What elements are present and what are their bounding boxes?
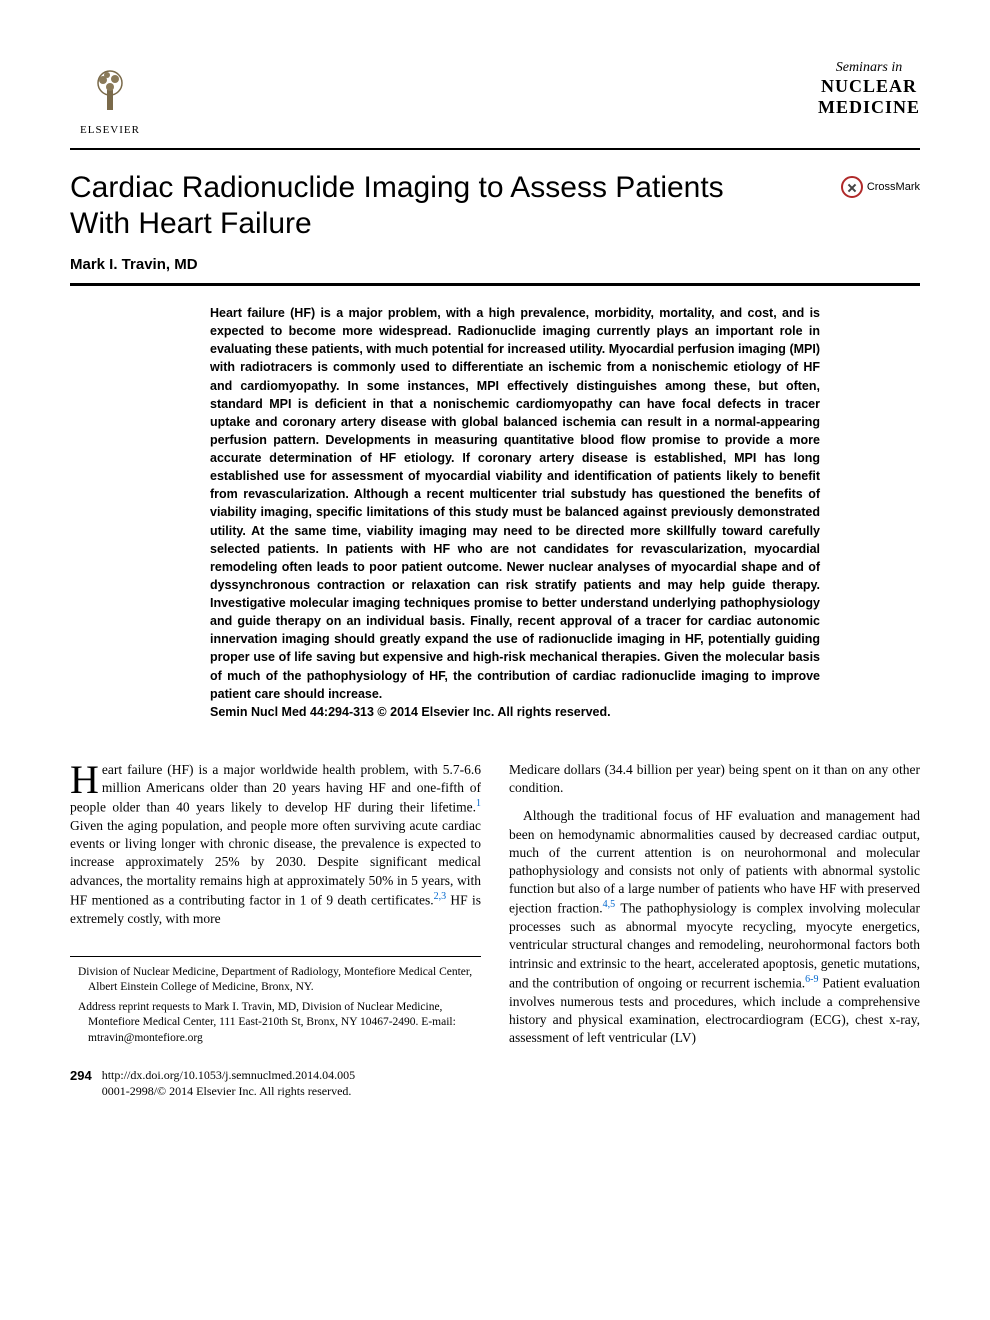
publisher-name: ELSEVIER	[80, 124, 140, 136]
journal-name-line3: MEDICINE	[818, 97, 920, 118]
author-line: Mark I. Travin, MD	[70, 256, 920, 273]
crossmark-icon	[841, 176, 863, 198]
elsevier-tree-icon	[80, 60, 140, 120]
footnotes-block: Division of Nuclear Medicine, Department…	[70, 956, 481, 1047]
body-text-1a: eart failure (HF) is a major worldwide h…	[70, 762, 481, 815]
title-row: Cardiac Radionuclide Imaging to Assess P…	[70, 170, 920, 256]
citation-ref[interactable]: 6-9	[805, 974, 818, 985]
body-text-1b: Given the aging population, and people m…	[70, 818, 481, 907]
journal-name-block: Seminars in NUCLEAR MEDICINE	[818, 60, 920, 118]
footer-text: http://dx.doi.org/10.1053/j.semnuclmed.2…	[102, 1068, 355, 1099]
correspondence-footnote: Address reprint requests to Mark I. Trav…	[70, 1000, 481, 1047]
title-rule	[70, 283, 920, 286]
column-left: Heart failure (HF) is a major worldwide …	[70, 761, 481, 1051]
citation-ref[interactable]: 1	[476, 798, 481, 809]
journal-name-line1: Seminars in	[818, 60, 920, 76]
abstract-text: Heart failure (HF) is a major problem, w…	[210, 306, 820, 701]
citation-ref[interactable]: 2,3	[434, 891, 447, 902]
page-footer: 294 http://dx.doi.org/10.1053/j.semnuclm…	[70, 1068, 920, 1099]
body-text-3a: Although the traditional focus of HF eva…	[509, 808, 920, 916]
dropcap: H	[70, 761, 102, 797]
page-header: ELSEVIER Seminars in NUCLEAR MEDICINE	[70, 60, 920, 150]
crossmark-label: CrossMark	[867, 181, 920, 193]
article-title: Cardiac Radionuclide Imaging to Assess P…	[70, 170, 770, 242]
body-paragraph-2: Medicare dollars (34.4 billion per year)…	[509, 761, 920, 797]
affiliation-footnote: Division of Nuclear Medicine, Department…	[70, 965, 481, 996]
body-paragraph-1: Heart failure (HF) is a major worldwide …	[70, 761, 481, 928]
body-paragraph-3: Although the traditional focus of HF eva…	[509, 807, 920, 1047]
column-right: Medicare dollars (34.4 billion per year)…	[509, 761, 920, 1051]
crossmark-badge[interactable]: CrossMark	[841, 176, 920, 198]
copyright-line: 0001-2998/© 2014 Elsevier Inc. All right…	[102, 1084, 355, 1100]
body-columns: Heart failure (HF) is a major worldwide …	[70, 761, 920, 1051]
journal-name-line2: NUCLEAR	[818, 76, 920, 97]
citation-ref[interactable]: 4,5	[603, 899, 616, 910]
abstract-citation: Semin Nucl Med 44:294-313 © 2014 Elsevie…	[210, 705, 611, 719]
page-number: 294	[70, 1068, 92, 1083]
doi-link[interactable]: http://dx.doi.org/10.1053/j.semnuclmed.2…	[102, 1068, 355, 1084]
publisher-block: ELSEVIER	[70, 60, 150, 136]
abstract-block: Heart failure (HF) is a major problem, w…	[210, 304, 820, 721]
